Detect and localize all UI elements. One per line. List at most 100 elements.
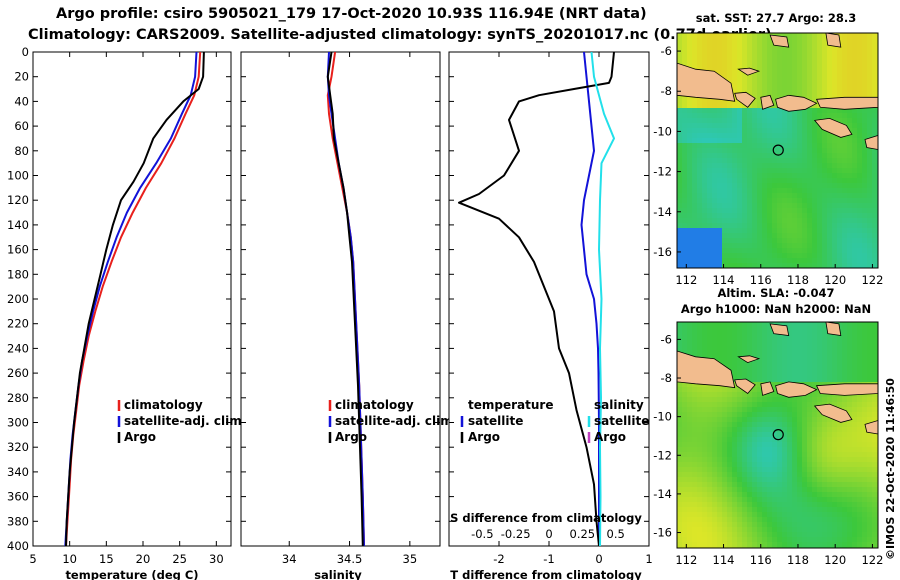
map-cell <box>772 362 778 368</box>
map-cell <box>727 103 733 109</box>
map-cell <box>757 173 763 179</box>
map-cell <box>742 163 748 169</box>
map-cell <box>682 417 688 423</box>
map-cell <box>727 422 733 428</box>
map-cell <box>832 342 838 348</box>
map-cell <box>747 178 753 184</box>
map-cell <box>787 263 793 268</box>
map-cell <box>872 532 878 538</box>
map-cell <box>727 417 733 423</box>
map-cell <box>872 33 878 39</box>
y-tick-label: 180 <box>7 267 29 281</box>
map-cell <box>797 502 803 508</box>
map-cell <box>812 462 818 468</box>
map-cell <box>857 452 863 458</box>
map-cell <box>802 402 808 408</box>
map-cell <box>787 248 793 254</box>
map-cell <box>767 352 773 358</box>
map-cell <box>867 38 873 44</box>
map-cell <box>847 452 853 458</box>
map-cell <box>857 497 863 503</box>
legend-temperature-title: temperature <box>468 398 553 412</box>
map-cell <box>792 198 798 204</box>
map-cell <box>807 442 813 448</box>
map-cell <box>732 442 738 448</box>
map-cell <box>762 128 768 134</box>
map-cell <box>752 537 758 543</box>
x-tick-label: 118 <box>787 273 809 287</box>
map-cell <box>787 332 793 338</box>
map-cell <box>757 347 763 353</box>
map-cell <box>827 138 833 144</box>
map-cell <box>752 143 758 149</box>
map-cell <box>742 362 748 368</box>
map-cell <box>687 472 693 478</box>
map-cell <box>802 53 808 59</box>
map-cell <box>677 492 683 498</box>
map-cell <box>787 203 793 209</box>
map-cell <box>677 332 683 338</box>
map-cell <box>697 258 703 264</box>
map-cell <box>807 163 813 169</box>
map-cell <box>862 462 868 468</box>
map-cell <box>792 63 798 69</box>
map-cell <box>847 178 853 184</box>
map-cell <box>847 477 853 483</box>
map-cell <box>787 193 793 199</box>
map-cell <box>862 253 868 259</box>
map-cell <box>712 332 718 338</box>
map-cell <box>777 93 783 99</box>
map-cell <box>847 327 853 333</box>
map-cell <box>787 243 793 249</box>
map-cell <box>832 138 838 144</box>
map-cell <box>722 258 728 264</box>
map-cell <box>777 118 783 124</box>
map-cell <box>712 322 718 328</box>
map-cell <box>727 412 733 418</box>
map-cell <box>787 238 793 244</box>
map-cell <box>742 108 748 114</box>
map-cell <box>822 33 828 39</box>
map-cell <box>852 432 858 438</box>
map-cell <box>802 447 808 453</box>
map-cell <box>857 422 863 428</box>
map-cell <box>722 427 728 433</box>
map-cell <box>687 223 693 229</box>
map-cell <box>812 327 818 333</box>
map-cell <box>722 362 728 368</box>
map-cell <box>827 532 833 538</box>
map-cell <box>677 427 683 433</box>
map-cell <box>852 173 858 179</box>
map-cell <box>812 497 818 503</box>
map-cell <box>857 203 863 209</box>
map-cell <box>682 193 688 199</box>
map-cell <box>817 203 823 209</box>
map-cell <box>792 442 798 448</box>
map-cell <box>742 223 748 229</box>
map-cell <box>737 248 743 254</box>
map-cell <box>722 193 728 199</box>
map-cell <box>797 482 803 488</box>
map-cell <box>812 38 818 44</box>
map-cell <box>852 352 858 358</box>
map-cell <box>757 188 763 194</box>
map-cell <box>867 537 873 543</box>
map-cell <box>692 447 698 453</box>
map-cell <box>857 138 863 144</box>
map-cell <box>757 512 763 518</box>
map-cell <box>832 352 838 358</box>
map-cell <box>732 527 738 533</box>
map-cell <box>757 53 763 59</box>
map-cell <box>842 138 848 144</box>
map-cell <box>797 248 803 254</box>
map-cell <box>797 417 803 423</box>
map-cell <box>827 527 833 533</box>
map-cell <box>677 163 683 169</box>
map-cell <box>697 437 703 443</box>
map-cell <box>832 113 838 119</box>
map-cell <box>682 258 688 264</box>
map-cell <box>732 372 738 378</box>
map-cell <box>847 73 853 79</box>
map-cell <box>687 397 693 403</box>
map-cell <box>842 347 848 353</box>
